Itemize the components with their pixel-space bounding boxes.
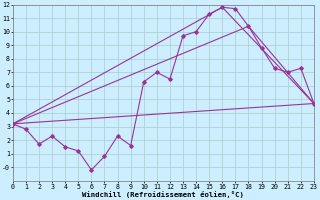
X-axis label: Windchill (Refroidissement éolien,°C): Windchill (Refroidissement éolien,°C): [83, 191, 244, 198]
